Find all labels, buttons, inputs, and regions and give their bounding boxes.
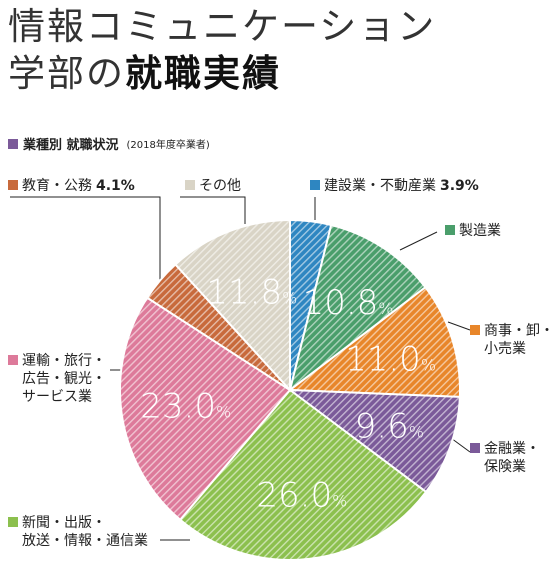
transport-swatch-icon — [8, 355, 18, 365]
education-swatch-icon — [8, 180, 18, 190]
slice-value-label: 9.6% — [355, 406, 424, 446]
leader-education — [10, 196, 161, 288]
label-other: その他 — [185, 177, 241, 195]
label-education: 教育・公務 4.1% — [8, 177, 135, 195]
title-line-1: 情報コミュニケーション — [8, 5, 437, 48]
label-transport: 運輸・旅行・ 広告・観光・ サービス業 — [8, 352, 106, 406]
label-finance: 金融業・ 保険業 — [470, 440, 540, 476]
label-manufacturing: 製造業 — [445, 222, 501, 240]
chart-subtitle: 業種別 就職状況 (2018年度卒業者) — [8, 134, 210, 153]
pie-slice — [286, 388, 461, 494]
label-construction: 建設業・不動産業 3.9% — [310, 177, 479, 195]
manufacturing-swatch-icon — [445, 225, 455, 235]
other-swatch-icon — [185, 180, 195, 190]
slice-value-label: 11.8% — [206, 273, 297, 313]
slice-value-label: 26.0% — [256, 476, 347, 516]
pie-slice — [288, 223, 427, 393]
label-commerce: 商事・卸・ 小売業 — [470, 322, 554, 358]
finance-swatch-icon — [470, 443, 480, 453]
media-swatch-icon — [8, 517, 18, 527]
leader-manufacturing — [399, 231, 438, 251]
title-emphasis: 就職実績 — [125, 52, 281, 95]
page-title: 情報コミュニケーション 学部の就職実績 — [8, 4, 436, 98]
slice-value-label: 23.0% — [140, 386, 231, 426]
title-line-2: 学部の就職実績 — [8, 50, 436, 98]
construction-swatch-icon — [310, 180, 320, 190]
title-prefix: 学部の — [8, 52, 125, 95]
pie-slice — [287, 285, 461, 398]
subtitle-marker-icon — [8, 138, 18, 149]
slice-value-label: 11.0% — [345, 339, 436, 379]
leader-commerce — [447, 321, 471, 331]
pie-slice — [173, 218, 291, 393]
subtitle-label: 業種別 就職状況 — [23, 138, 119, 153]
leader-other — [180, 196, 246, 224]
commerce-swatch-icon — [470, 325, 480, 335]
slice-value-label: 10.8% — [303, 283, 394, 323]
subtitle-note: (2018年度卒業者) — [126, 140, 210, 151]
pie-slice — [119, 296, 292, 522]
pie-slice — [178, 388, 428, 561]
label-media: 新聞・出版・ 放送・情報・通信業 — [8, 514, 148, 550]
